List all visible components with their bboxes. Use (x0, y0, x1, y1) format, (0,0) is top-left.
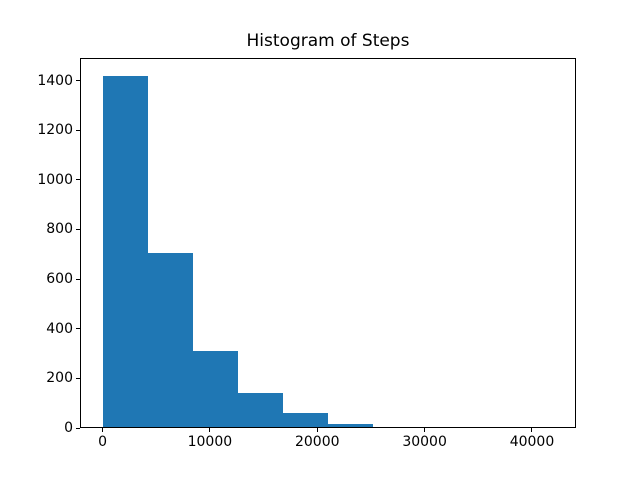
histogram-bar (192, 351, 238, 428)
y-tick-mark (76, 179, 80, 181)
y-tick-label: 1400 (37, 72, 73, 89)
histogram-bar (328, 423, 374, 428)
y-tick-mark (76, 427, 80, 429)
chart-title: Histogram of Steps (246, 31, 410, 51)
histogram-bar (102, 75, 148, 428)
y-tick-label: 0 (64, 420, 73, 436)
x-tick-mark (424, 428, 426, 432)
histogram-bar (237, 393, 283, 428)
y-tick-mark (76, 328, 80, 330)
y-tick-label: 800 (46, 221, 73, 238)
y-tick-label: 400 (46, 320, 73, 337)
y-tick-label: 1200 (37, 122, 73, 139)
y-tick-mark (76, 80, 80, 82)
histogram-bar (373, 426, 419, 428)
x-tick-label: 0 (98, 434, 107, 450)
y-tick-mark (76, 228, 80, 230)
x-tick-label: 20000 (294, 434, 340, 450)
y-tick-mark (76, 377, 80, 379)
plot-area (80, 58, 576, 428)
x-tick-label: 30000 (402, 434, 447, 450)
x-tick-label: 10000 (187, 434, 233, 450)
histogram-bar (282, 412, 328, 428)
x-tick-label: 40000 (509, 434, 555, 450)
y-tick-mark (76, 278, 80, 280)
x-tick-mark (209, 428, 211, 432)
x-tick-mark (531, 428, 533, 432)
x-tick-mark (316, 428, 318, 432)
y-tick-label: 1000 (37, 171, 73, 188)
y-tick-label: 200 (46, 370, 73, 387)
histogram-bar (463, 426, 509, 428)
y-tick-mark (76, 129, 80, 131)
histogram-bar (147, 253, 193, 428)
x-tick-mark (102, 428, 104, 432)
y-tick-label: 600 (46, 271, 73, 288)
